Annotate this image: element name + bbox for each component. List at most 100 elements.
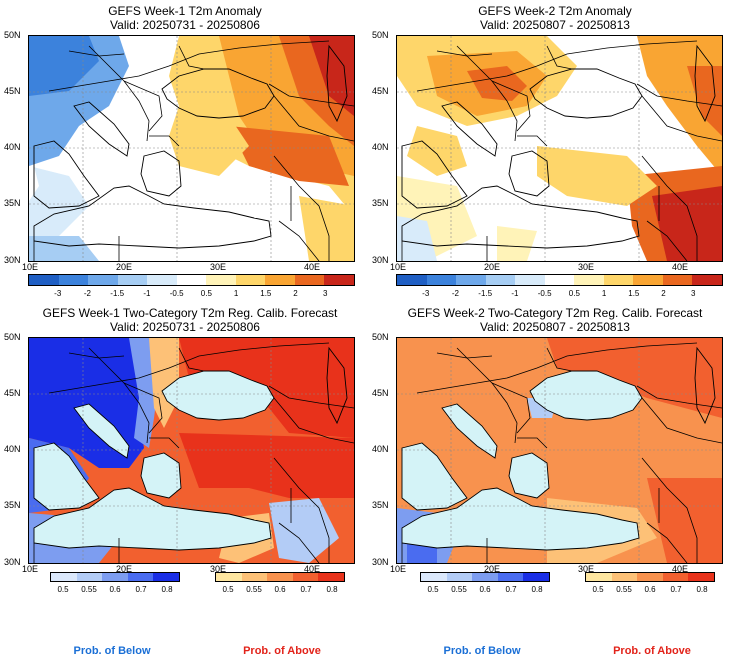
country-borders [401,342,722,563]
border-line [123,382,163,434]
border-line [641,95,722,142]
border-line [278,522,320,563]
longitude-tick-label: 10E [22,262,39,272]
latitude-tick-label: 35N [372,198,389,208]
border-line [178,45,205,70]
cold-anomaly-area [397,216,437,261]
latitude-tick-label: 45N [4,86,21,96]
warm-anomaly-area [652,186,722,261]
border-line [48,40,330,92]
border-line [456,45,518,142]
colorbar-label: 0.55 [246,585,262,594]
colorbar-cell [117,275,148,285]
colorbar-cell [421,573,447,581]
colorbar-label: 0.7 [300,585,312,594]
longitude-tick-label: 10E [390,262,407,272]
colorbar-label: 0.55 [616,585,632,594]
legend-above-label: Prob. of Above [243,645,321,657]
border-line [178,347,205,372]
colorbar-cell [497,573,524,581]
border-line [436,352,493,359]
coastline [73,101,130,157]
coastline [529,68,643,119]
border-line [491,80,531,132]
latitude-tick-label: 50N [372,30,389,40]
temperature-anomaly-map [397,36,722,261]
panel-valid-range: Valid: 20250807 - 20250813 [480,18,630,32]
temperature-anomaly-map [29,36,354,261]
border-line [641,397,722,444]
graticule [397,338,722,563]
longitude-tick-label: 30E [210,564,227,574]
border-line [48,342,330,394]
colorbar-cell [397,275,427,285]
border-line [68,352,125,359]
longitude-tick-label: 40E [304,262,321,272]
panel-valid-range: Valid: 20250731 - 20250806 [110,320,260,334]
colorbar-cell [485,275,516,285]
above-probability-colorbar [215,572,345,582]
above-probability-area [179,433,354,498]
border-line [149,135,180,147]
longitude-tick-label: 20E [116,564,133,574]
longitude-tick-label: 30E [578,262,595,272]
legend-above-label: Prob. of Above [613,645,691,657]
coastline [401,140,468,209]
border-line [268,385,354,409]
warm-anomaly-area [497,226,537,261]
aegean-sea [141,453,181,498]
border-line [491,382,531,434]
longitude-tick-label: 20E [484,564,501,574]
colorbar-cell [456,275,486,285]
below-probability-colorbar [50,572,180,582]
colorbar-cell [51,573,77,581]
colorbar-label: -0.5 [537,289,552,298]
border-line [273,155,330,261]
colorbar-cell [58,275,89,285]
panel-valid-range: Valid: 20250807 - 20250813 [480,320,630,334]
colorbar-label: 2 [661,289,666,298]
longitude-tick-label: 10E [390,564,407,574]
warm-anomaly-area [229,126,349,186]
above-probability-area [149,338,179,428]
coastline [140,150,182,197]
coastline [694,346,716,425]
colorbar-label: 0.5 [200,289,212,298]
tyrrhenian-sea [34,443,99,510]
country-borders [33,342,354,563]
colorbar-cell [147,275,177,285]
coastline [694,44,716,123]
probability-map [29,338,354,563]
coastline [33,140,100,209]
border-line [88,347,150,444]
cold-anomaly-area [29,36,99,96]
latitude-tick-label: 40N [372,142,389,152]
border-line [273,397,354,444]
colorbar-label: 1.5 [628,289,640,298]
tyrrhenian-sea [402,443,467,510]
colorbar-label: 0.8 [696,585,708,594]
latitude-tick-label: 35N [4,500,21,510]
warm-anomaly-area [407,126,467,176]
border-line [646,220,688,261]
longitude-tick-label: 20E [116,262,133,272]
coastline [441,101,498,157]
coastline [401,442,468,511]
anomaly-colorbar [28,274,355,286]
colorbar-cell [603,275,634,285]
colorbar-label: 0.55 [451,585,467,594]
colorbar-label: -1.5 [110,289,125,298]
warm-anomaly-area [537,146,657,206]
colorbar-cell [426,275,457,285]
colorbar-cell [637,573,663,581]
border-line [273,95,354,142]
colorbar-label: 2 [293,289,298,298]
coastline [33,487,272,551]
longitude-tick-label: 30E [578,564,595,574]
colorbar-label: 0.7 [135,585,147,594]
colorbar-label: 0.8 [326,585,338,594]
border-line [636,83,722,107]
colorbar-label: 0.6 [109,585,121,594]
coastline [529,370,643,421]
colorbar-cell [472,573,498,581]
